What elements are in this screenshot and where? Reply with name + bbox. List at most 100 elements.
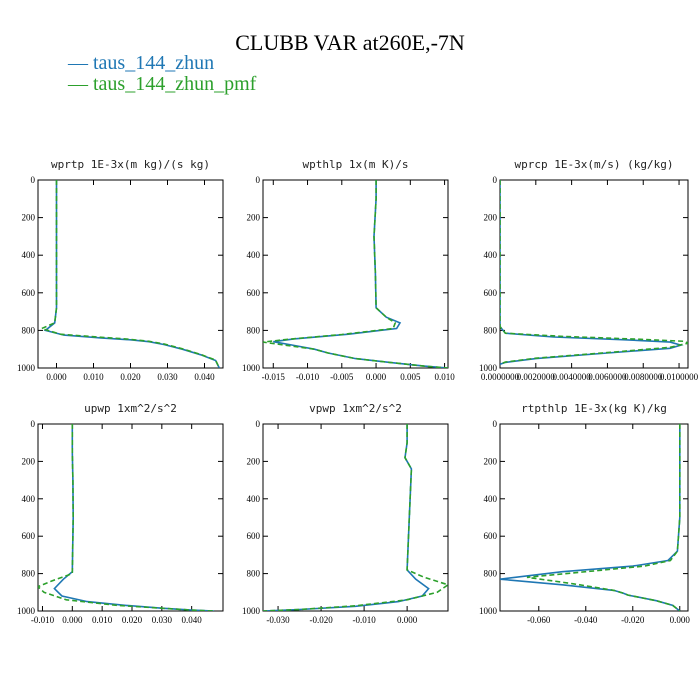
plot-frame [262, 179, 449, 369]
y-tick-label: 0 [31, 175, 36, 185]
legend-line-taus-144-zhun-pmf: — taus_144_zhun_pmf [68, 73, 257, 95]
series-line-taus-144-zhun [500, 180, 684, 365]
y-tick-label: 600 [247, 288, 261, 298]
x-tick-label: -0.060 [527, 615, 551, 625]
y-tick-label: 1000 [17, 606, 36, 616]
x-tick-label: 0.010 [92, 615, 113, 625]
y-tick-label: 1000 [17, 363, 36, 373]
y-tick-label: 0 [493, 175, 498, 185]
x-tick-label: -0.020 [309, 615, 333, 625]
y-tick-label: 400 [484, 494, 498, 504]
y-tick-label: 600 [247, 531, 261, 541]
x-tick-label: 0.000 [670, 615, 691, 625]
series-line-taus-144-zhun-pmf [39, 180, 221, 368]
series-line-taus-144-zhun [273, 180, 448, 368]
y-tick-label: 600 [484, 288, 498, 298]
y-tick-label: 800 [22, 325, 36, 335]
x-tick-label: 0.0080000 [624, 372, 663, 382]
y-tick-label: 800 [484, 569, 498, 579]
plot-frame [37, 423, 224, 612]
panel-3: wprcp 1E-3x(m/s) (kg/kg) 0 200 400 600 800 100… [479, 158, 699, 382]
panel-title: wpthlp 1x(m K)/s [303, 158, 409, 171]
series-line-taus-144-zhun-pmf [500, 180, 688, 365]
y-tick-label: 600 [22, 288, 36, 298]
series-line-taus-144-zhun [53, 424, 215, 611]
x-tick-label: -0.015 [262, 372, 286, 382]
x-tick-label: 0.0060000 [588, 372, 627, 382]
x-tick-label: 0.020 [122, 615, 143, 625]
chart-title: CLUBB VAR at260E,-7N [235, 30, 465, 55]
plot-frame [262, 423, 449, 612]
y-tick-label: 800 [247, 325, 261, 335]
panel-4: upwp 1xm^2/s^2 0 200 400 600 800 1000-0.010 0.0… [17, 402, 224, 625]
legend-line-taus-144-zhun: — taus_144_zhun [68, 52, 215, 74]
y-tick-label: 800 [484, 325, 498, 335]
panel-1: wprtp 1E-3x(m kg)/(s kg) 0 200 400 600 800 100… [17, 158, 224, 382]
x-tick-label: -0.030 [266, 615, 290, 625]
y-tick-label: 600 [484, 531, 498, 541]
x-tick-label: 0.0020000 [517, 372, 556, 382]
x-tick-label: 0.005 [400, 372, 421, 382]
y-tick-label: 600 [22, 531, 36, 541]
x-tick-label: -0.005 [330, 372, 354, 382]
legend-entry-taus-144-zhun-pmf: — taus_144_zhun_pmf [68, 73, 256, 96]
x-tick-label: 0.000 [366, 372, 387, 382]
x-tick-label: 0.000 [62, 615, 83, 625]
x-tick-label: 0.0100000 [660, 372, 699, 382]
x-tick-label: 0.010 [434, 372, 455, 382]
panel-title: wprtp 1E-3x(m kg)/(s kg) [51, 158, 210, 171]
x-tick-label: 0.000 [397, 615, 418, 625]
y-tick-label: 800 [247, 569, 261, 579]
y-tick-label: 0 [256, 175, 261, 185]
y-tick-label: 800 [22, 569, 36, 579]
y-tick-label: 1000 [479, 363, 498, 373]
panel-title: upwp 1xm^2/s^2 [84, 402, 177, 415]
y-tick-label: 0 [31, 419, 36, 429]
y-tick-label: 200 [247, 456, 261, 466]
x-tick-label: 0.0040000 [552, 372, 591, 382]
x-tick-label: -0.010 [352, 615, 376, 625]
y-tick-label: 1000 [242, 363, 261, 373]
series-line-taus-144-zhun-pmf [38, 424, 215, 611]
plot-frame [499, 423, 689, 612]
y-tick-label: 200 [22, 456, 36, 466]
y-tick-label: 1000 [242, 606, 261, 616]
x-tick-label: 0.0000000 [481, 372, 520, 382]
y-tick-label: 1000 [479, 606, 498, 616]
x-tick-label: -0.010 [31, 615, 55, 625]
x-tick-label: 0.040 [194, 372, 215, 382]
panel-title: wprcp 1E-3x(m/s) (kg/kg) [515, 158, 674, 171]
panel-6: rtpthlp 1E-3x(kg K)/kg 0 200 400 600 800 1000 -… [479, 402, 690, 625]
x-tick-label: 0.030 [152, 615, 173, 625]
panel-title: rtpthlp 1E-3x(kg K)/kg [521, 402, 667, 415]
y-tick-label: 400 [22, 494, 36, 504]
y-tick-label: 200 [22, 213, 36, 223]
y-tick-label: 0 [493, 419, 498, 429]
x-tick-label: 0.000 [46, 372, 67, 382]
y-tick-label: 400 [484, 250, 498, 260]
x-tick-label: 0.030 [157, 372, 178, 382]
panel-title: vpwp 1xm^2/s^2 [309, 402, 402, 415]
series-line-taus-144-zhun [263, 424, 430, 611]
y-tick-label: 400 [22, 250, 36, 260]
x-tick-label: -0.010 [296, 372, 320, 382]
panel-2: wpthlp 1x(m K)/s02004006008001000-0.015-… [242, 158, 455, 382]
x-tick-label: 0.010 [83, 372, 104, 382]
series-line-taus-144-zhun [500, 424, 681, 611]
y-tick-label: 200 [484, 456, 498, 466]
series-line-taus-144-zhun-pmf [526, 424, 681, 611]
x-tick-label: -0.020 [621, 615, 645, 625]
y-tick-label: 400 [247, 250, 261, 260]
x-tick-label: -0.040 [574, 615, 598, 625]
y-tick-label: 200 [484, 213, 498, 223]
y-tick-label: 0 [256, 419, 261, 429]
plot-frame [499, 179, 689, 369]
legend-entry-taus-144-zhun: — taus_144_zhun [68, 52, 214, 75]
series-line-taus-144-zhun-pmf [263, 424, 448, 611]
y-tick-label: 400 [247, 494, 261, 504]
x-tick-label: 0.040 [182, 615, 203, 625]
y-tick-label: 200 [247, 213, 261, 223]
x-tick-label: 0.020 [120, 372, 141, 382]
panel-5: vpwp 1xm^2/s^2 0 200 400 600 800 1000 -0.030 -0.… [242, 402, 449, 625]
